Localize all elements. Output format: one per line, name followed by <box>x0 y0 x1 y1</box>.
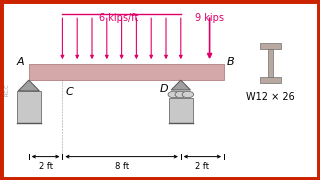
Bar <box>169 98 193 123</box>
Text: 9 kips: 9 kips <box>195 13 224 23</box>
Bar <box>17 91 41 123</box>
Bar <box>268 49 273 77</box>
Circle shape <box>175 91 187 98</box>
Bar <box>260 43 281 49</box>
Bar <box>260 77 281 83</box>
Text: C: C <box>66 87 73 97</box>
Text: PIC.C: PIC.C <box>4 84 10 96</box>
Text: W12 × 26: W12 × 26 <box>246 92 295 102</box>
Text: A: A <box>16 57 24 67</box>
Polygon shape <box>171 80 190 90</box>
Text: B: B <box>227 57 235 67</box>
Circle shape <box>182 91 194 98</box>
Polygon shape <box>18 80 39 91</box>
Text: 2 ft: 2 ft <box>196 162 209 171</box>
Circle shape <box>168 91 180 98</box>
Text: 6 kips/ft: 6 kips/ft <box>99 13 138 23</box>
Text: 2 ft: 2 ft <box>39 162 52 171</box>
Bar <box>29 64 224 80</box>
Text: 8 ft: 8 ft <box>115 162 129 171</box>
Text: D: D <box>159 84 168 94</box>
